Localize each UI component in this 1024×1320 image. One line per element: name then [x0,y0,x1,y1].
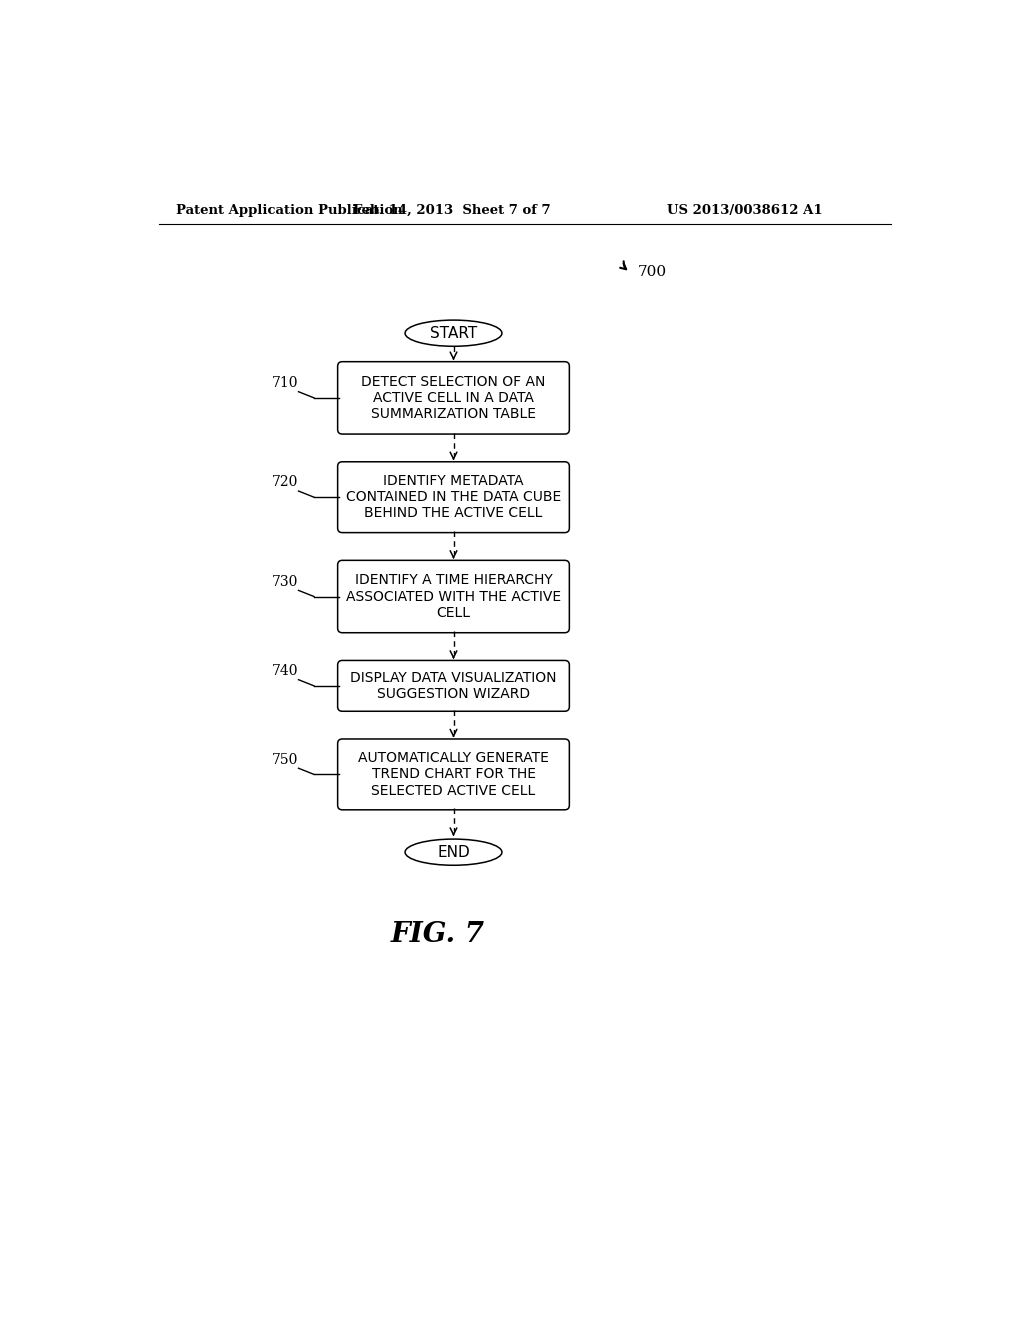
Text: 720: 720 [272,475,299,490]
Text: AUTOMATICALLY GENERATE
TREND CHART FOR THE
SELECTED ACTIVE CELL: AUTOMATICALLY GENERATE TREND CHART FOR T… [358,751,549,797]
Ellipse shape [406,321,502,346]
Text: FIG. 7: FIG. 7 [391,921,485,948]
Text: DISPLAY DATA VISUALIZATION
SUGGESTION WIZARD: DISPLAY DATA VISUALIZATION SUGGESTION WI… [350,671,557,701]
FancyBboxPatch shape [338,660,569,711]
Text: Feb. 14, 2013  Sheet 7 of 7: Feb. 14, 2013 Sheet 7 of 7 [353,205,551,218]
FancyBboxPatch shape [338,362,569,434]
Text: DETECT SELECTION OF AN
ACTIVE CELL IN A DATA
SUMMARIZATION TABLE: DETECT SELECTION OF AN ACTIVE CELL IN A … [361,375,546,421]
Text: 710: 710 [272,376,299,391]
Text: IDENTIFY METADATA
CONTAINED IN THE DATA CUBE
BEHIND THE ACTIVE CELL: IDENTIFY METADATA CONTAINED IN THE DATA … [346,474,561,520]
Text: 740: 740 [272,664,299,678]
Text: 700: 700 [638,265,667,280]
Text: Patent Application Publication: Patent Application Publication [176,205,402,218]
Text: US 2013/0038612 A1: US 2013/0038612 A1 [667,205,822,218]
FancyBboxPatch shape [338,561,569,632]
Text: START: START [430,326,477,341]
FancyBboxPatch shape [338,739,569,810]
Text: IDENTIFY A TIME HIERARCHY
ASSOCIATED WITH THE ACTIVE
CELL: IDENTIFY A TIME HIERARCHY ASSOCIATED WIT… [346,573,561,619]
Text: 730: 730 [272,574,299,589]
Ellipse shape [406,840,502,866]
Text: 750: 750 [272,752,299,767]
Text: END: END [437,845,470,859]
FancyBboxPatch shape [338,462,569,533]
